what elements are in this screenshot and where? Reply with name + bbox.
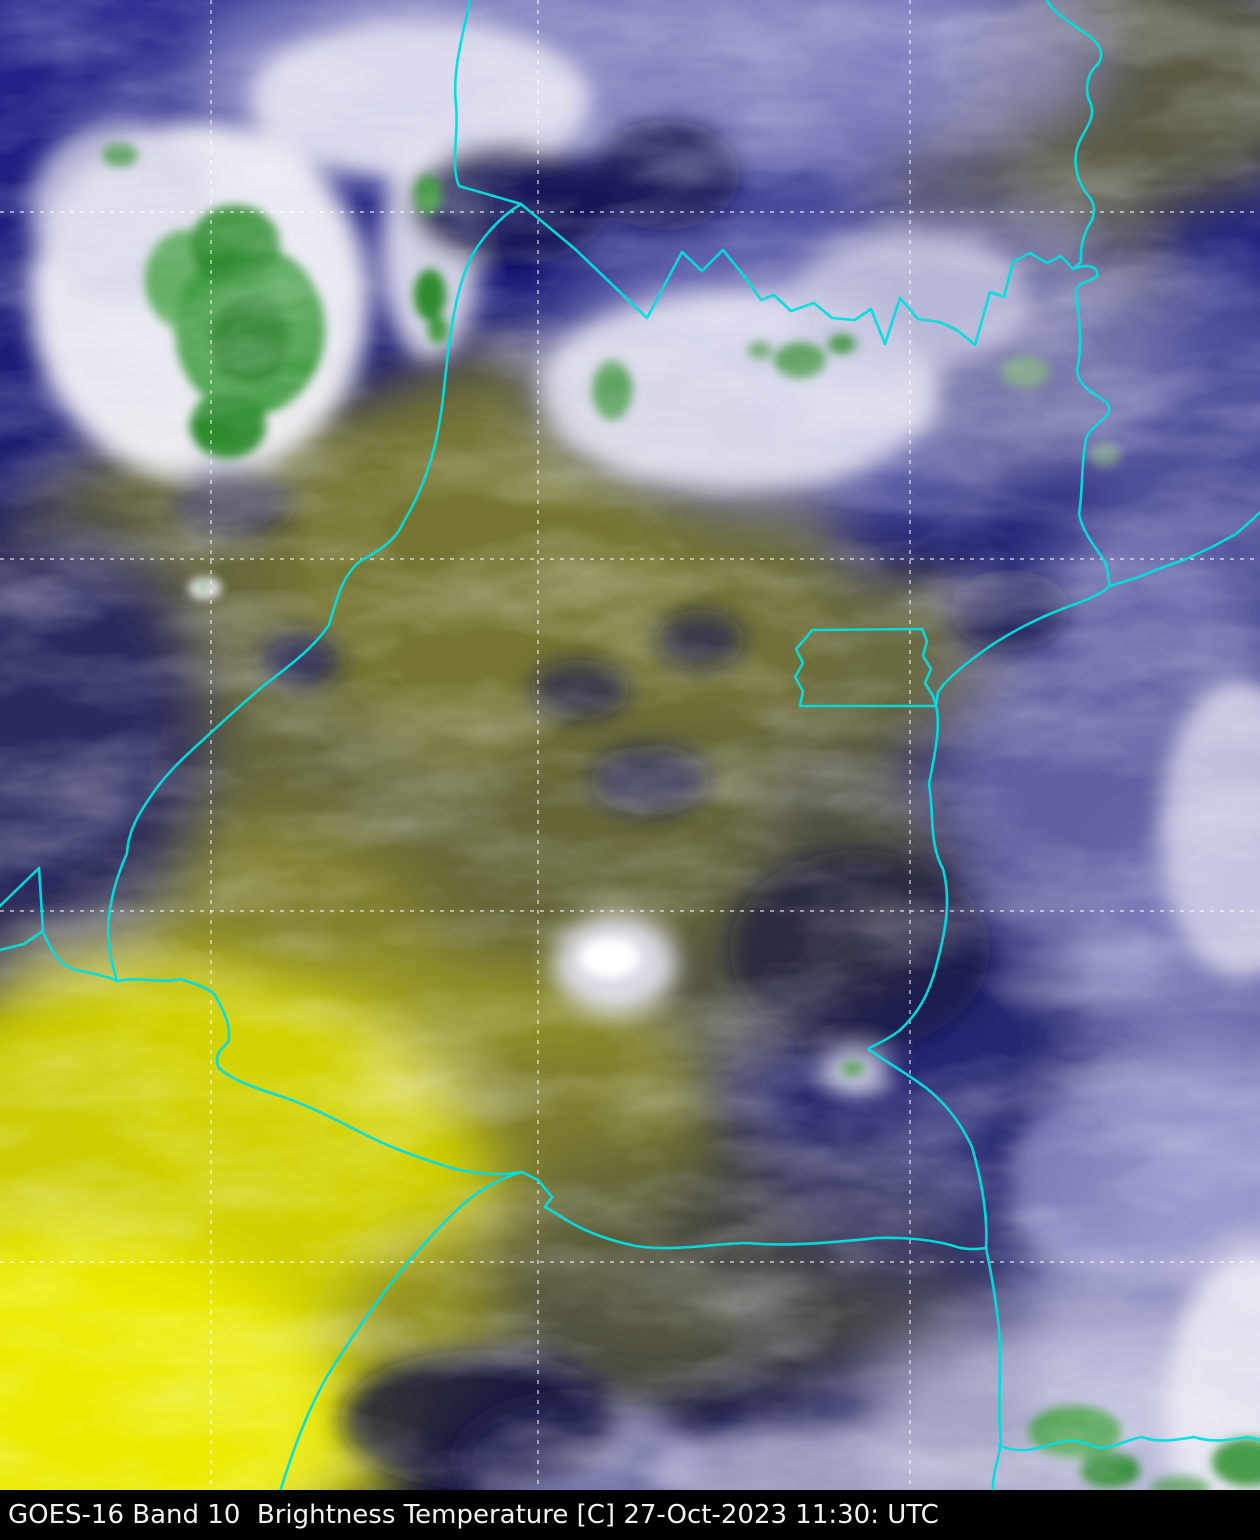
border-west-east [42, 932, 524, 1176]
latlon-gridlines [0, 0, 1260, 1490]
border-left-hook [0, 866, 45, 952]
cloud-texture [0, 0, 1260, 1490]
caption-text: GOES-16 Band 10 Brightness Temperature [… [8, 1500, 939, 1530]
border-northeast-zigzag [519, 202, 1075, 347]
border-bottom-right [997, 1435, 1260, 1452]
border-northwest [106, 0, 523, 983]
sector-outline [793, 627, 938, 708]
border-southwest [279, 1170, 988, 1490]
river-border-east [866, 0, 1112, 1490]
country-borders [0, 0, 1260, 1490]
satellite-map [0, 0, 1260, 1490]
satellite-scene [0, 0, 1260, 1490]
caption-bar: GOES-16 Band 10 Brightness Temperature [… [0, 1490, 1260, 1540]
border-east-diagonal [1108, 510, 1260, 588]
